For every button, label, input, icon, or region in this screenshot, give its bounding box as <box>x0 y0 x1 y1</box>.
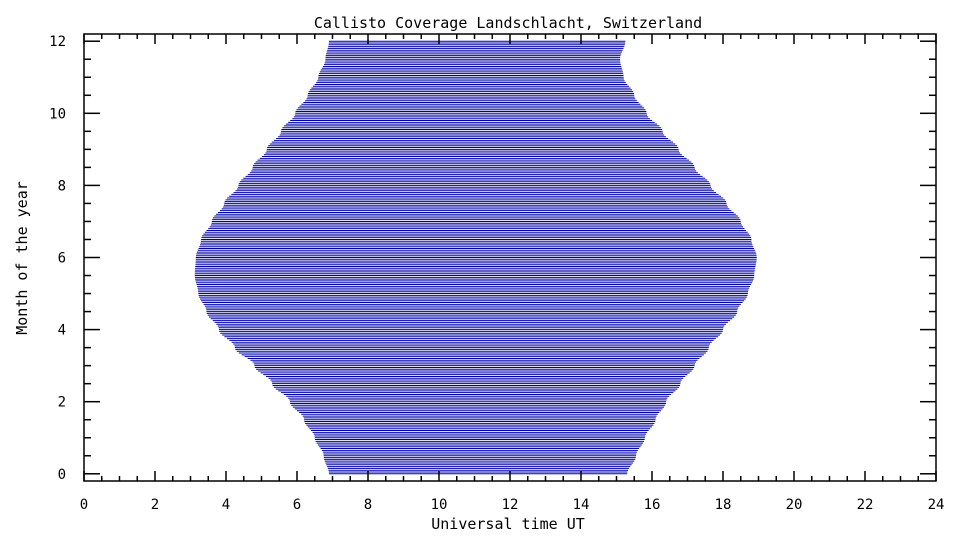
coverage-fill <box>194 40 757 475</box>
x-tick-label: 16 <box>644 497 661 513</box>
chart-title: Callisto Coverage Landschlacht, Switzerl… <box>314 14 702 32</box>
y-tick-label: 8 <box>58 178 66 194</box>
x-tick-label: 4 <box>222 497 230 513</box>
y-axis-ticks: 0 2 4 6 8 10 12 <box>49 34 936 483</box>
x-tick-label: 12 <box>502 497 519 513</box>
x-tick-label: 8 <box>364 497 372 513</box>
x-tick-label: 10 <box>431 497 448 513</box>
x-tick-label: 22 <box>857 497 874 513</box>
x-axis-ticks: 0 2 4 6 8 10 12 14 16 18 20 22 24 <box>80 34 945 513</box>
x-tick-label: 6 <box>293 497 301 513</box>
x-tick-label: 18 <box>715 497 732 513</box>
y-tick-label: 0 <box>58 467 66 483</box>
y-tick-label: 10 <box>49 106 66 122</box>
x-tick-label: 14 <box>573 497 590 513</box>
x-tick-label: 20 <box>786 497 803 513</box>
y-tick-label: 2 <box>58 395 66 411</box>
x-tick-label: 24 <box>928 497 945 513</box>
y-axis-title: Month of the year <box>13 181 31 335</box>
y-tick-label: 6 <box>58 251 66 267</box>
x-tick-label: 2 <box>151 497 159 513</box>
y-tick-label: 4 <box>58 323 66 339</box>
y-tick-label: 12 <box>49 34 66 50</box>
x-tick-label: 0 <box>80 497 88 513</box>
x-axis-title: Universal time UT <box>431 515 585 533</box>
